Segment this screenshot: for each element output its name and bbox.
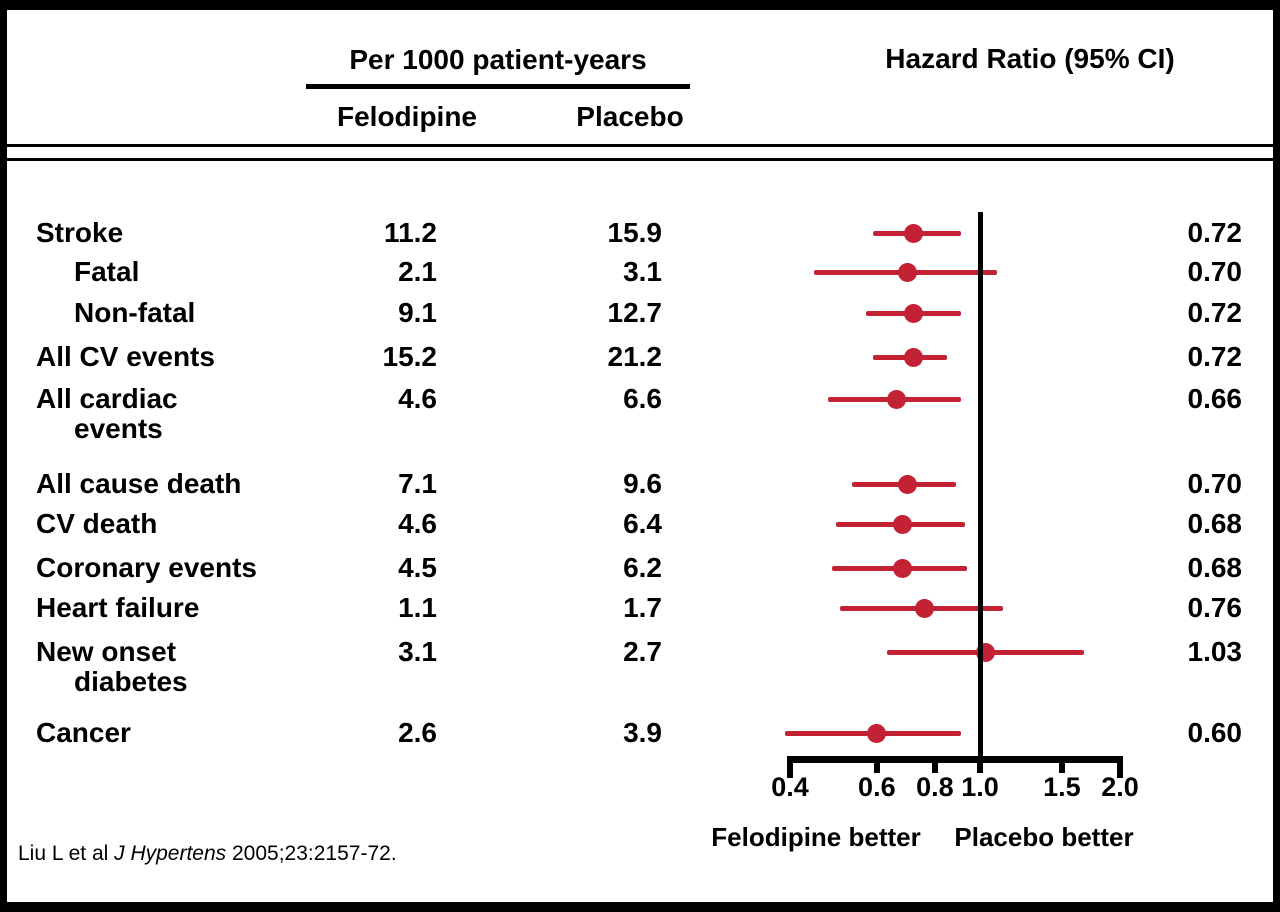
hr-point-marker <box>898 474 918 494</box>
x-axis-tick <box>977 756 983 773</box>
hazard-ratio-value: 0.66 <box>1187 383 1243 414</box>
per-1000-underline <box>306 84 690 89</box>
hr-point-marker <box>867 723 887 743</box>
x-axis-tick <box>786 756 793 778</box>
hazard-ratio-value: 0.72 <box>1187 297 1243 328</box>
frame-border-left <box>0 0 7 912</box>
row-label-line2: diabetes <box>74 666 188 697</box>
felodipine-value: 2.6 <box>398 717 437 748</box>
citation-ref: 2005;23:2157-72. <box>226 842 397 865</box>
row-label: Non-fatal <box>74 297 196 328</box>
felodipine-value: 7.1 <box>398 468 437 499</box>
hr-point-marker <box>915 598 935 618</box>
placebo-value: 21.2 <box>607 341 663 372</box>
frame-border-top <box>0 0 1280 10</box>
frame-border-bottom <box>0 902 1280 912</box>
x-axis-tick-label: 1.5 <box>1043 772 1081 802</box>
felodipine-column-header: Felodipine <box>337 101 477 132</box>
placebo-value: 9.6 <box>623 468 662 499</box>
row-label: CV death <box>36 508 158 539</box>
header-divider-line-bottom <box>7 158 1273 161</box>
row-label: All CV events <box>36 341 215 372</box>
citation-journal: J Hypertens <box>114 842 227 865</box>
placebo-value: 6.4 <box>623 508 662 539</box>
row-label: Coronary events <box>36 552 257 583</box>
citation-authors: Liu L et al <box>18 842 115 865</box>
reference-line-hr-1 <box>978 212 983 763</box>
x-axis-tick <box>1116 756 1123 778</box>
hazard-ratio-value: 1.03 <box>1187 636 1243 667</box>
placebo-value: 6.2 <box>623 552 662 583</box>
hazard-ratio-value: 0.70 <box>1187 468 1243 499</box>
x-axis-tick <box>1058 756 1065 773</box>
x-axis-tick <box>873 756 880 773</box>
frame-border-right <box>1273 0 1280 912</box>
x-axis-tick-label: 0.4 <box>771 772 809 802</box>
hazard-ratio-header: Hazard Ratio (95% CI) <box>885 43 1175 74</box>
felodipine-value: 11.2 <box>384 217 437 248</box>
hr-point-marker <box>898 262 918 282</box>
hazard-ratio-value: 0.70 <box>1187 256 1243 287</box>
hr-point-marker <box>904 347 924 367</box>
x-axis-tick <box>931 756 938 773</box>
hazard-ratio-value: 0.72 <box>1187 217 1243 248</box>
hr-point-marker <box>904 223 924 243</box>
placebo-column-header: Placebo <box>576 101 684 132</box>
placebo-value: 1.7 <box>623 592 662 623</box>
row-label: Heart failure <box>36 592 200 623</box>
x-axis-tick-label: 0.8 <box>916 772 954 802</box>
row-label: Fatal <box>74 256 140 287</box>
hr-point-marker <box>892 558 912 578</box>
placebo-better-label: Placebo better <box>954 822 1134 852</box>
placebo-value: 3.9 <box>623 717 662 748</box>
row-label-line2: events <box>74 413 163 444</box>
felodipine-value: 4.6 <box>398 383 437 414</box>
x-axis-tick-label: 1.0 <box>961 772 999 802</box>
hazard-ratio-value: 0.60 <box>1187 717 1243 748</box>
x-axis-line <box>786 756 1123 763</box>
felodipine-value: 1.1 <box>398 592 437 623</box>
row-label: Cancer <box>36 717 131 748</box>
citation: Liu L et al J Hypertens 2005;23:2157-72. <box>18 842 397 866</box>
x-axis-tick-label: 0.6 <box>858 772 896 802</box>
felodipine-value: 3.1 <box>398 636 437 667</box>
placebo-value: 6.6 <box>623 383 662 414</box>
hazard-ratio-value: 0.76 <box>1187 592 1243 623</box>
placebo-value: 2.7 <box>623 636 662 667</box>
placebo-value: 3.1 <box>623 256 662 287</box>
row-label: Stroke <box>36 217 124 248</box>
hr-point-marker <box>904 303 924 323</box>
placebo-value: 12.7 <box>607 297 663 328</box>
hr-point-marker <box>886 389 906 409</box>
felodipine-value: 9.1 <box>398 297 437 328</box>
row-label: New onset <box>36 636 177 667</box>
placebo-value: 15.9 <box>607 217 663 248</box>
hazard-ratio-value: 0.68 <box>1187 508 1243 539</box>
felodipine-better-label: Felodipine better <box>711 822 921 852</box>
header-divider-line-top <box>7 144 1273 147</box>
hazard-ratio-value: 0.72 <box>1187 341 1243 372</box>
per-1000-patient-years-header: Per 1000 patient-years <box>349 44 647 75</box>
felodipine-value: 2.1 <box>398 256 437 287</box>
row-label: All cause death <box>36 468 242 499</box>
x-axis-tick-label: 2.0 <box>1101 772 1139 802</box>
felodipine-value: 15.2 <box>382 341 438 372</box>
felodipine-value: 4.6 <box>398 508 437 539</box>
felodipine-value: 4.5 <box>398 552 437 583</box>
hazard-ratio-value: 0.68 <box>1187 552 1243 583</box>
hr-point-marker <box>892 514 912 534</box>
row-label: All cardiac <box>36 383 178 414</box>
